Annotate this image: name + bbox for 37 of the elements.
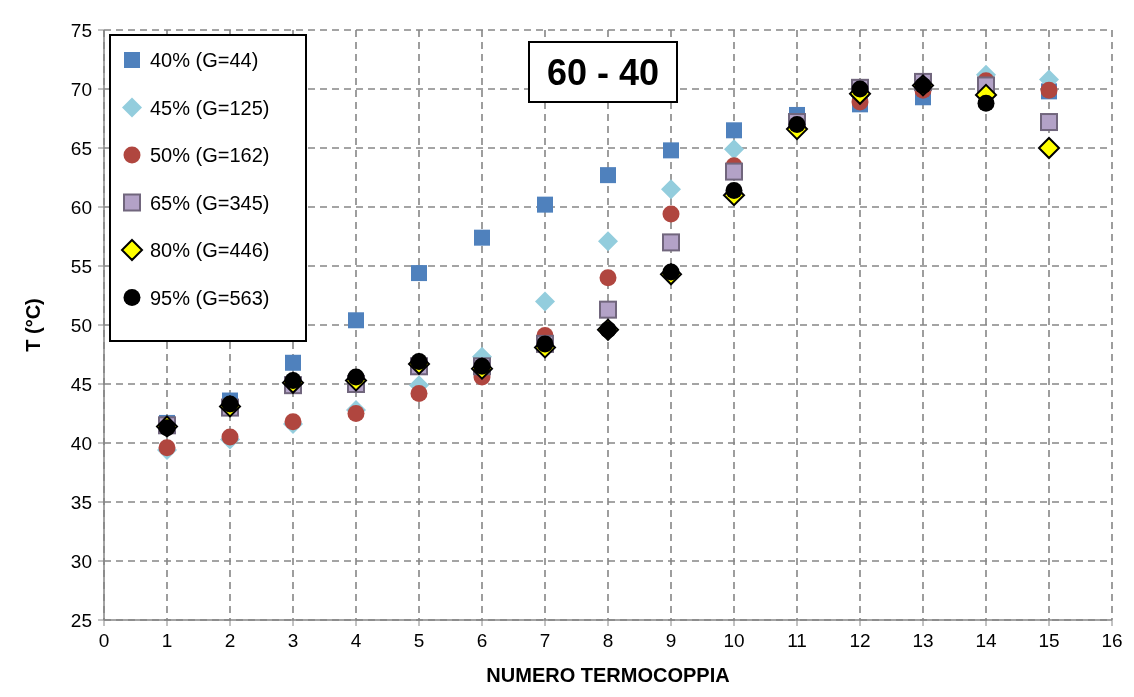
x-tick-label: 15 bbox=[1038, 630, 1060, 651]
x-tick-label: 13 bbox=[912, 630, 934, 651]
x-tick-label: 1 bbox=[161, 630, 173, 651]
x-tick-label: 8 bbox=[602, 630, 614, 651]
x-tick-label: 11 bbox=[787, 630, 807, 651]
x-tick-label: 14 bbox=[975, 630, 997, 651]
y-tick-label: 70 bbox=[70, 78, 92, 100]
x-tick-label: 0 bbox=[98, 630, 110, 651]
legend-label: 50% (G=162) bbox=[150, 144, 270, 166]
y-axis-title: T (°C) bbox=[22, 298, 44, 352]
x-tick-label: 2 bbox=[224, 630, 236, 651]
legend-label: 95% (G=563) bbox=[150, 286, 270, 309]
x-tick-label: 9 bbox=[665, 630, 677, 651]
legend-label: 80% (G=446) bbox=[150, 239, 270, 261]
legend-label: 45% (G=125) bbox=[150, 96, 270, 119]
x-tick-label: 16 bbox=[1101, 630, 1123, 651]
x-tick-label: 3 bbox=[287, 630, 299, 651]
y-tick-label: 65 bbox=[70, 137, 92, 159]
y-tick-label: 45 bbox=[70, 373, 92, 395]
y-tick-label: 25 bbox=[70, 609, 92, 631]
y-tick-label: 60 bbox=[70, 196, 92, 218]
x-tick-label: 6 bbox=[476, 630, 488, 651]
x-tick-label: 4 bbox=[350, 630, 362, 651]
legend-label: 65% (G=345) bbox=[150, 191, 270, 214]
x-axis-title: NUMERO TERMOCOPPIA bbox=[486, 664, 730, 686]
y-tick-label: 75 bbox=[70, 19, 92, 41]
x-tick-label: 5 bbox=[413, 630, 425, 651]
y-tick-label: 35 bbox=[70, 491, 92, 513]
legend-label: 40% (G=44) bbox=[150, 49, 259, 71]
y-tick-label: 50 bbox=[70, 314, 92, 336]
y-tick-label: 40 bbox=[70, 432, 92, 454]
y-tick-label: 55 bbox=[70, 255, 92, 277]
x-tick-label: 12 bbox=[849, 630, 871, 651]
x-tick-label: 7 bbox=[539, 630, 551, 651]
text: 60 - 40 bbox=[546, 51, 660, 93]
x-tick-label: 10 bbox=[723, 630, 745, 651]
y-tick-label: 30 bbox=[70, 550, 92, 572]
